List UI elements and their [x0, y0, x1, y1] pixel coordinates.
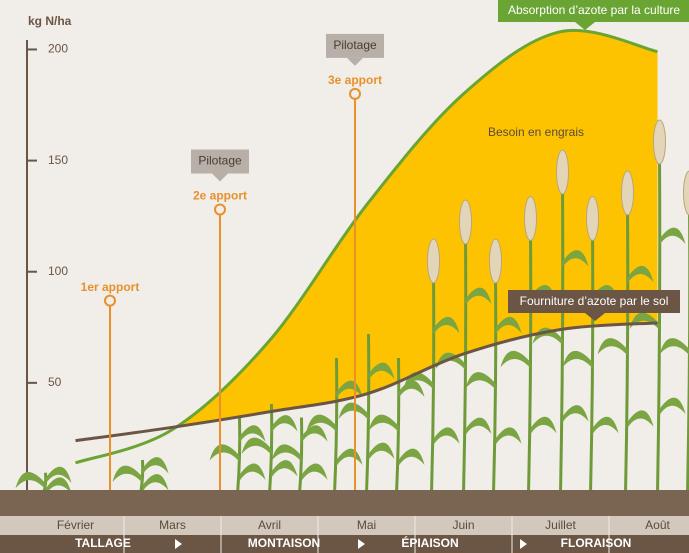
plant-leaf	[562, 350, 593, 369]
plant-ear	[653, 119, 666, 165]
legend-pointer	[585, 313, 605, 321]
ground	[0, 490, 689, 516]
plant-leaf	[659, 227, 686, 245]
plant-leaf	[271, 444, 302, 462]
plant-leaf	[629, 312, 660, 330]
plant-leaf	[465, 417, 492, 435]
phase-arrow	[520, 539, 527, 549]
plant-leaf	[306, 414, 337, 432]
plant-leaf	[368, 414, 399, 432]
plant-leaf	[15, 472, 46, 490]
y-tick-label: 100	[48, 264, 68, 278]
need-label: Besoin en engrais	[488, 125, 584, 139]
plant-leaf	[500, 350, 531, 369]
plant-leaf	[338, 402, 369, 420]
plant-stem	[686, 205, 689, 495]
plant-leaf	[659, 338, 689, 355]
phase-label: FLORAISON	[561, 536, 632, 550]
x-tick-label: Avril	[258, 518, 281, 532]
plant-ear	[524, 196, 537, 241]
plant-leaf	[465, 372, 496, 390]
plant-leaf	[142, 474, 169, 492]
apport-marker	[214, 203, 226, 216]
apport-marker	[349, 87, 361, 100]
plant-leaf	[659, 397, 686, 415]
plant-leaf	[271, 460, 298, 478]
plant-leaf	[592, 285, 619, 303]
x-tick-label: Juillet	[545, 518, 576, 532]
plant-leaf	[495, 427, 522, 445]
x-tick-label: Mai	[357, 518, 376, 532]
x-tick-label: Février	[57, 518, 94, 532]
x-tick-label: Mars	[159, 518, 186, 532]
phase-label: TALLAGE	[75, 536, 131, 550]
plant-leaf	[301, 463, 328, 481]
phase-label: MONTAISON	[248, 536, 320, 550]
plant-leaf	[368, 442, 395, 460]
phase-band	[0, 535, 689, 553]
plant-ear	[586, 196, 599, 241]
plant-leaf	[142, 457, 169, 475]
plant-leaf	[241, 437, 272, 455]
plant-leaf	[592, 416, 619, 435]
apport-label: 1er apport	[81, 280, 140, 294]
apport-marker	[104, 294, 116, 307]
series-line	[75, 28, 658, 465]
plant-leaf	[301, 425, 328, 443]
note-label: Pilotage	[333, 38, 377, 52]
note-pointer	[347, 57, 363, 66]
plant-ear	[683, 170, 689, 216]
note-box	[326, 33, 384, 58]
plant-ear	[489, 238, 502, 284]
plant-leaf	[627, 265, 654, 284]
plant-leaf	[465, 287, 492, 305]
legend-box	[508, 290, 680, 313]
phase-arrow	[358, 539, 365, 549]
plant-leaf	[209, 444, 240, 462]
y-tick-label: 50	[48, 375, 62, 389]
plant-leaf	[271, 415, 298, 433]
plant-leaf	[45, 466, 72, 485]
plant-leaf	[368, 362, 395, 380]
plant-leaf	[433, 427, 460, 445]
x-tick-label: Juin	[452, 518, 474, 532]
phase-arrow	[175, 539, 182, 549]
plant-leaf	[495, 316, 522, 335]
legend-box	[498, 0, 689, 22]
note-label: Pilotage	[198, 154, 242, 168]
apport-label: 3e apport	[328, 73, 382, 87]
y-tick-label: 200	[48, 42, 68, 56]
phase-label: ÉPIAISON	[401, 535, 458, 550]
plant-leaf	[597, 338, 628, 356]
plant-leaf	[45, 477, 72, 495]
note-box	[191, 149, 249, 174]
plant-leaf	[433, 316, 460, 335]
x-tick-label: Août	[645, 518, 670, 532]
plant-leaf	[398, 448, 425, 466]
plant-leaf	[562, 405, 589, 423]
legend-label: Fourniture d’azote par le sol	[520, 294, 669, 308]
y-tick-label: 150	[48, 153, 68, 167]
series-line	[75, 321, 658, 443]
plant-leaf	[530, 285, 557, 303]
plant-leaf	[112, 465, 143, 483]
y-axis-label: kg N/ha	[28, 14, 72, 28]
month-band	[0, 516, 689, 535]
plant-ear	[556, 149, 569, 195]
plant-leaf	[239, 425, 266, 443]
plant-ear	[427, 238, 440, 284]
plant-leaf	[627, 410, 654, 428]
plant-leaf	[239, 463, 266, 481]
plant-ear	[621, 170, 634, 216]
plant-leaf	[562, 250, 589, 268]
plant-ear	[459, 199, 472, 245]
legend-label: Absorption d’azote par la culture	[508, 3, 680, 17]
plant-leaf	[530, 416, 557, 435]
apport-label: 2e apport	[193, 189, 247, 203]
legend-pointer	[575, 22, 595, 30]
note-pointer	[212, 173, 228, 182]
